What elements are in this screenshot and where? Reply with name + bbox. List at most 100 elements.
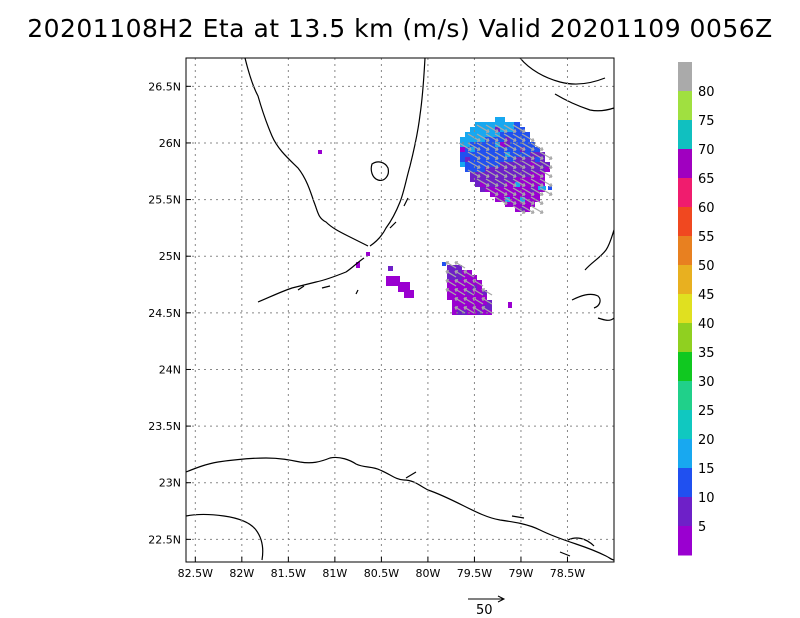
colorbar-label: 25 xyxy=(698,404,715,419)
shading-cell xyxy=(505,202,510,207)
wind-vector xyxy=(530,142,544,151)
shading-cell xyxy=(487,310,492,315)
shading-cell xyxy=(318,150,322,154)
shading-cell xyxy=(447,275,452,280)
shading-cell xyxy=(510,187,515,192)
colorbar-segment xyxy=(678,120,692,150)
wind-vector xyxy=(454,297,466,305)
shading-cell xyxy=(470,172,475,177)
shading-cell xyxy=(465,152,470,157)
shading-cell xyxy=(480,157,485,162)
shading-cell xyxy=(505,122,510,127)
shading-cell xyxy=(530,162,535,167)
shading-cell xyxy=(535,167,540,172)
shading-cell xyxy=(515,192,520,197)
shading-cell xyxy=(467,305,472,310)
wind-vector xyxy=(463,279,475,287)
colorbar-segment xyxy=(678,294,692,324)
shading-cell xyxy=(475,142,480,147)
shading-cell xyxy=(505,167,510,172)
wind-vector xyxy=(472,306,484,314)
shading-cell xyxy=(500,137,505,142)
wind-vector xyxy=(530,196,544,205)
shading-cell xyxy=(510,132,515,137)
shading-cell xyxy=(530,197,535,202)
shading-cell xyxy=(490,192,495,197)
shading-cell xyxy=(500,162,505,167)
colorbar-segment xyxy=(678,352,692,382)
shading-cell xyxy=(485,122,490,127)
wind-vector xyxy=(485,160,499,169)
wind-vector xyxy=(476,142,490,151)
shading-cell xyxy=(480,167,485,172)
shading-cell xyxy=(540,162,545,167)
shading-cell xyxy=(505,147,510,152)
wind-vector xyxy=(485,124,499,133)
colorbar-label: 60 xyxy=(698,201,715,216)
shading-cell xyxy=(530,152,535,157)
wind-vector xyxy=(494,124,508,133)
shading-cell xyxy=(475,152,480,157)
shading-cell xyxy=(505,137,510,142)
wind-vector xyxy=(494,151,508,160)
shading-cell xyxy=(472,300,477,305)
shading-cell xyxy=(460,147,465,152)
shading-cell xyxy=(462,285,467,290)
shading-cell xyxy=(465,162,470,167)
shading-cell xyxy=(495,162,500,167)
shading-cell xyxy=(500,142,505,147)
wind-vector xyxy=(485,178,499,187)
shading-cell xyxy=(457,300,462,305)
shading-cell xyxy=(510,142,515,147)
wind-vector xyxy=(454,279,466,287)
wind-vector xyxy=(445,288,457,296)
shading-cell xyxy=(505,172,510,177)
shading-cell xyxy=(480,187,485,192)
wind-vector xyxy=(494,196,508,205)
shading-cell xyxy=(462,290,467,295)
colorbar-label: 15 xyxy=(698,462,715,477)
shading-cell xyxy=(510,192,515,197)
shading-cell xyxy=(525,147,530,152)
wind-vector xyxy=(512,205,526,214)
shading-cell xyxy=(388,266,393,271)
shading-cell xyxy=(442,262,446,266)
wind-vector xyxy=(494,142,508,151)
shading-cell xyxy=(530,167,535,172)
shading-cell xyxy=(480,142,485,147)
shading-cell xyxy=(500,132,505,137)
shading-cell xyxy=(505,127,510,132)
shading-cell xyxy=(505,192,510,197)
shading-cell xyxy=(477,295,482,300)
shading-cell xyxy=(452,305,457,310)
shading-cell xyxy=(482,300,487,305)
colorbar-label: 50 xyxy=(698,259,715,274)
shading-cell xyxy=(515,162,520,167)
wind-speed-shading xyxy=(318,117,552,315)
shading-cell xyxy=(535,187,540,192)
wind-vector xyxy=(530,151,544,160)
wind-vector xyxy=(454,306,466,314)
wind-vector xyxy=(463,270,475,278)
shading-cell xyxy=(490,187,495,192)
shading-cell xyxy=(465,142,470,147)
wind-vector xyxy=(503,178,517,187)
shading-cell xyxy=(475,172,480,177)
wind-vector xyxy=(481,306,493,314)
shading-cell xyxy=(477,310,482,315)
shading-cell xyxy=(535,152,540,157)
shading-cell xyxy=(545,162,550,167)
wind-vector xyxy=(503,196,517,205)
shading-cell xyxy=(525,182,530,187)
wind-vector xyxy=(530,205,544,214)
shading-cell xyxy=(457,285,462,290)
shading-cell xyxy=(490,142,495,147)
shading-cell xyxy=(452,280,457,285)
shading-cell xyxy=(525,142,530,147)
shading-cell xyxy=(490,167,495,172)
shading-cell xyxy=(520,192,525,197)
shading-cell xyxy=(467,300,472,305)
shading-cell xyxy=(470,127,475,132)
shading-cell xyxy=(470,132,475,137)
